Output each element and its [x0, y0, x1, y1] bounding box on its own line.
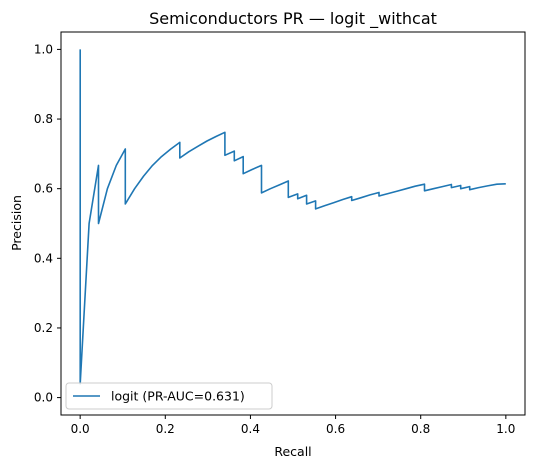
legend: logit (PR-AUC=0.631) — [65, 382, 273, 410]
x-axis-label: Recall — [274, 444, 311, 459]
x-tick-label: 0.0 — [71, 422, 90, 436]
x-axis-ticks: 0.0 0.2 0.4 0.6 0.8 1.0 — [71, 415, 515, 436]
x-tick-label: 1.0 — [496, 422, 515, 436]
series-line-logit — [79, 49, 506, 385]
legend-box — [65, 382, 273, 410]
y-tick-label: 0.4 — [34, 251, 53, 265]
y-tick-label: 0.8 — [34, 112, 53, 126]
y-tick-label: 0.6 — [34, 182, 53, 196]
y-tick-label: 0.2 — [34, 321, 53, 335]
x-tick-label: 0.4 — [241, 422, 260, 436]
plot-area: 0.0 0.2 0.4 0.6 0.8 1.0 0.0 0.2 0.4 0.6 0.8 1.0 — [34, 31, 526, 436]
chart-title: Semiconductors PR — logit _withcat — [149, 9, 437, 29]
y-tick-label: 0.0 — [34, 391, 53, 405]
y-axis-ticks: 0.0 0.2 0.4 0.6 0.8 1.0 — [34, 42, 61, 405]
y-tick-label: 1.0 — [34, 42, 53, 56]
x-tick-label: 0.2 — [156, 422, 175, 436]
plot-frame — [60, 31, 526, 416]
legend-label: logit (PR-AUC=0.631) — [111, 389, 245, 404]
x-tick-label: 0.8 — [411, 422, 430, 436]
x-tick-label: 0.6 — [326, 422, 345, 436]
y-axis-label: Precision — [9, 195, 24, 251]
